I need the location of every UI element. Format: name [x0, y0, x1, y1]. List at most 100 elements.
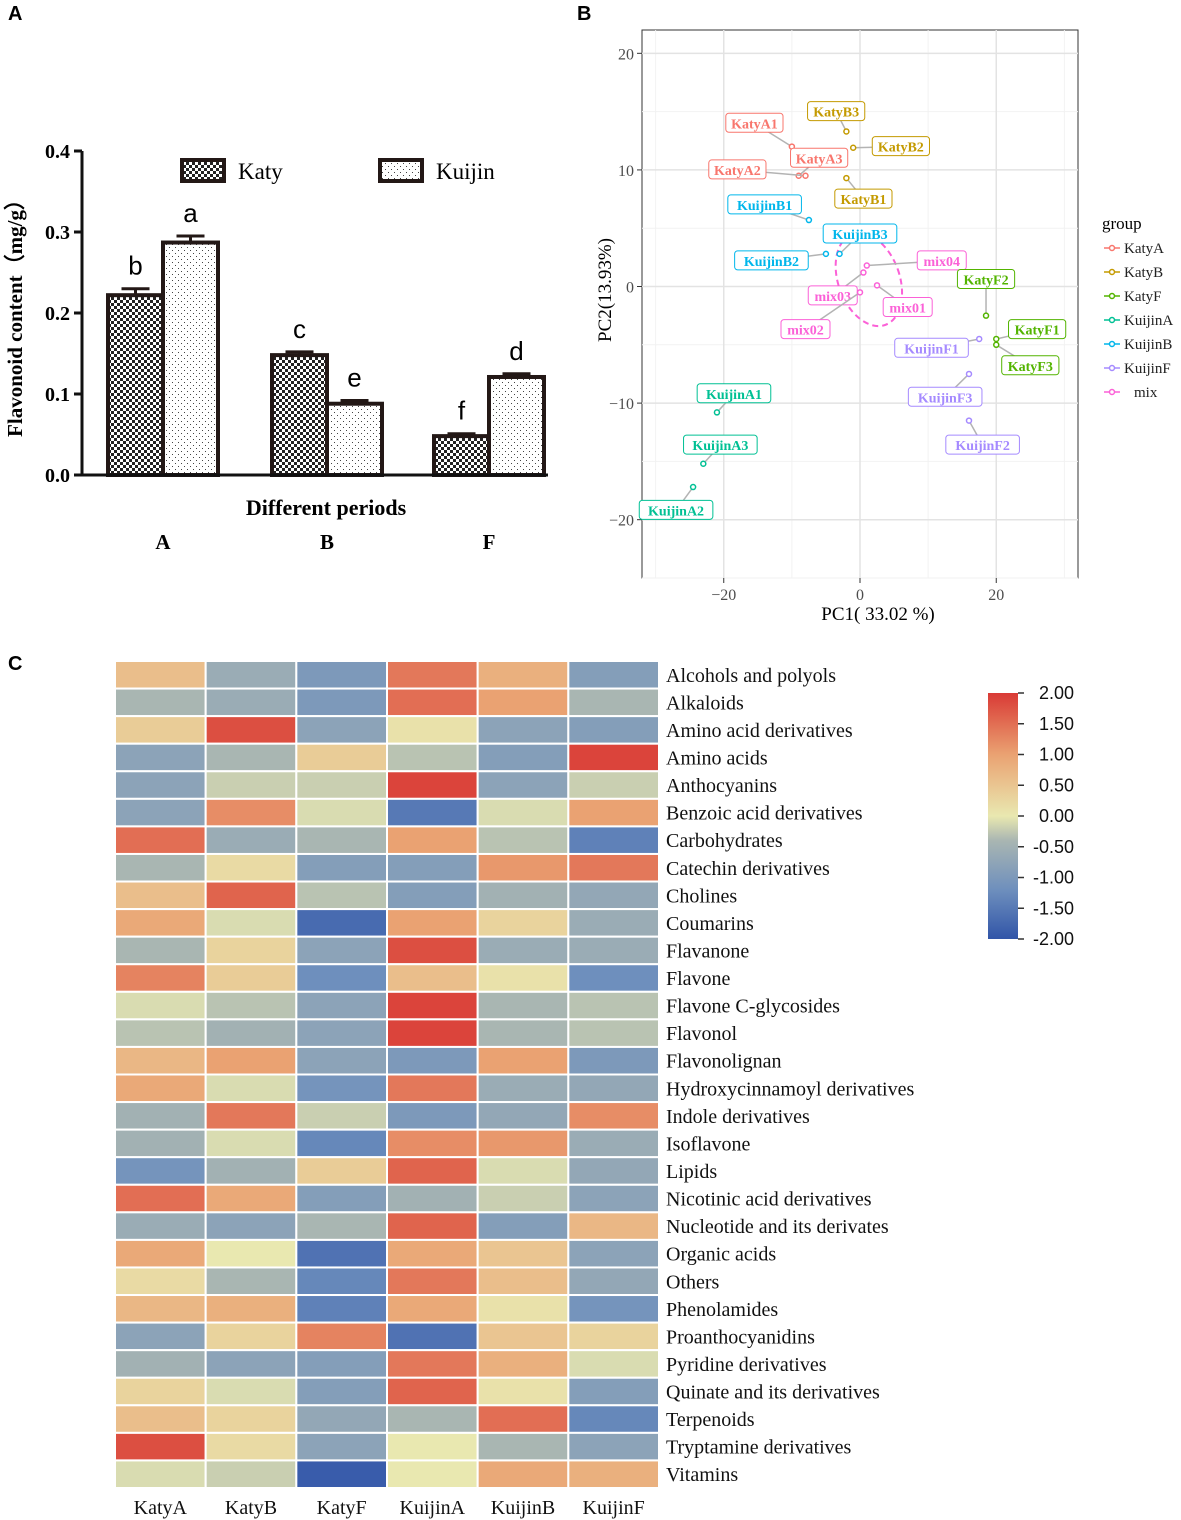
bar-category-label: A	[155, 530, 171, 554]
heatmap-cell	[386, 660, 479, 690]
heatmap-cell	[386, 1266, 479, 1297]
heatmap-cell	[386, 1018, 479, 1048]
heatmap-cell	[114, 715, 207, 745]
pca-label-KuijinA3: KuijinA3	[692, 439, 748, 454]
pca-point-KuijinF1	[975, 335, 983, 343]
heatmap-cell	[386, 1349, 479, 1379]
significance-letter: b	[128, 251, 142, 281]
heatmap-cell	[567, 1431, 660, 1462]
heatmap-row-label: Vitamins	[666, 1464, 738, 1486]
heatmap-cell	[476, 1211, 570, 1241]
heatmap-cell	[476, 660, 570, 690]
heatmap-cell	[567, 1156, 660, 1186]
pca-legend-label-KuijinB: KuijinB	[1124, 337, 1172, 353]
heatmap-cell	[476, 715, 570, 745]
bar-kuijin-F	[487, 374, 546, 477]
heatmap-cell	[386, 742, 479, 773]
pca-label-box	[894, 337, 969, 358]
pca-point-KuijinB2	[822, 250, 830, 258]
pca-label-box	[725, 112, 784, 133]
legend-label-kuijin: Kuijin	[436, 159, 495, 184]
heatmap-cell	[295, 1073, 389, 1104]
heatmap-row-label: Isoflavone	[666, 1133, 751, 1155]
heatmap-row-label: Indole derivatives	[666, 1106, 810, 1128]
pca-point-mix04	[863, 262, 871, 269]
pca-label-box	[683, 434, 758, 455]
pca-label-KuijinB1: KuijinB1	[737, 199, 792, 214]
heatmap-row-label: Coumarins	[666, 913, 754, 935]
pca-point-mix01	[873, 282, 881, 289]
heatmap-cell	[114, 1349, 207, 1379]
heatmap-cell	[476, 1018, 570, 1048]
heatmap-cell	[567, 1321, 660, 1352]
heatmap-cell	[476, 1321, 570, 1352]
heatmap-cell	[567, 935, 660, 966]
pca-point-KatyF2	[982, 312, 990, 319]
pca-legend-label-KatyF: KatyF	[1124, 289, 1162, 305]
heatmap-cell	[476, 770, 570, 800]
pca-label-mix02: mix02	[787, 324, 824, 339]
heatmap-cell	[204, 1294, 298, 1324]
pca-x-tick-label: −20	[711, 587, 736, 604]
pca-y-axis-label: PC2(13.93%)	[595, 238, 616, 342]
pca-label-box	[945, 434, 1020, 455]
heatmap-cell	[476, 1045, 570, 1076]
pca-label-KatyA2: KatyA2	[714, 164, 761, 179]
pca-legend-label-mix: mix	[1134, 385, 1158, 401]
pca-y-tick-label: 10	[618, 163, 634, 180]
heatmap-cell	[476, 1431, 570, 1462]
heatmap-cell	[567, 1238, 660, 1269]
heatmap-cell	[386, 935, 479, 966]
heatmap-cell	[386, 687, 479, 718]
heatmap-cell	[295, 687, 389, 718]
colorbar-tick-label: -2.00	[1033, 929, 1074, 949]
heatmap-cell	[386, 908, 479, 938]
pca-label-KuijinF1: KuijinF1	[904, 342, 958, 357]
heatmap-cell	[295, 1376, 389, 1407]
heatmap-cell	[204, 1459, 298, 1490]
heatmap-cell	[204, 687, 298, 718]
heatmap-cell	[295, 1266, 389, 1297]
colorbar-tick-label: 1.00	[1039, 745, 1074, 765]
bar-katy-F	[432, 434, 491, 477]
heatmap-cell	[204, 852, 298, 883]
heatmap-column-label: KatyF	[317, 1497, 367, 1519]
bar-y-tick-label: 0.1	[45, 384, 70, 406]
heatmap-row-label: Flavanone	[666, 940, 749, 962]
heatmap-cell	[204, 1128, 298, 1159]
heatmap-cell	[476, 687, 570, 718]
heatmap-cell	[386, 770, 479, 800]
legend-label-katy: Katy	[238, 159, 283, 184]
pca-label-mix01: mix01	[889, 301, 926, 316]
heatmap-cell	[114, 1266, 207, 1297]
heatmap-cell	[114, 908, 207, 938]
heatmap-cell	[476, 1404, 570, 1434]
heatmap-row-label: Amino acid derivatives	[666, 720, 853, 742]
heatmap-row-label: Nicotinic acid derivatives	[666, 1189, 872, 1211]
pca-legend-marker	[1108, 388, 1116, 396]
heatmap-cell	[386, 1376, 479, 1407]
heatmap-cell	[476, 1183, 570, 1214]
heatmap-cell	[114, 1045, 207, 1076]
pca-point-KatyB3	[843, 128, 850, 135]
colorbar-tick-label: -1.00	[1033, 868, 1074, 888]
pca-label-box	[871, 136, 930, 157]
heatmap-cell	[386, 825, 479, 855]
pca-label-box	[790, 147, 849, 168]
heatmap-cell	[114, 1404, 207, 1434]
heatmap-cell	[386, 1073, 479, 1104]
pca-y-tick-label: 20	[618, 46, 634, 63]
heatmap-cell	[567, 1404, 660, 1434]
heatmap-cell	[114, 687, 207, 718]
heatmap-cell	[567, 660, 660, 690]
heatmap-row-label: Quinate and its derivatives	[666, 1382, 880, 1404]
pca-legend-marker	[1108, 340, 1116, 348]
pca-point-KuijinA1	[713, 409, 721, 416]
heatmap-cell	[114, 1018, 207, 1048]
heatmap-cell	[476, 1238, 570, 1269]
heatmap-cell	[567, 825, 660, 855]
heatmap-cell	[295, 935, 389, 966]
pca-point-KuijinF2	[965, 417, 973, 424]
pca-label-box	[638, 499, 714, 520]
heatmap-cell	[295, 1156, 389, 1186]
